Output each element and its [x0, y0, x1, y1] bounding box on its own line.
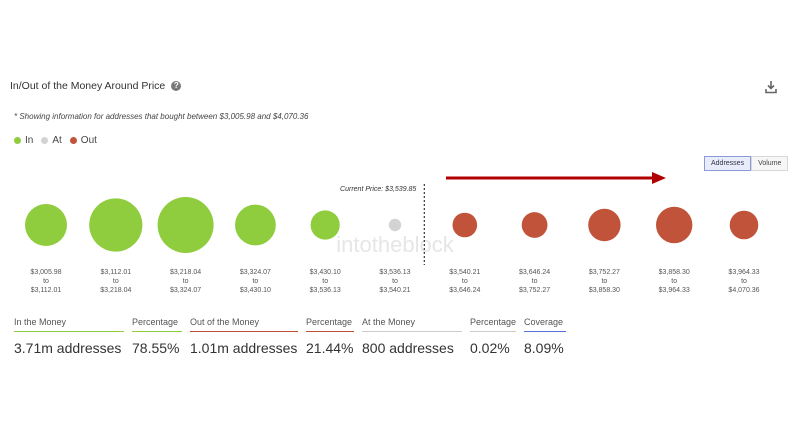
tick-label-to-word: to [462, 278, 468, 285]
legend-out-label: Out [80, 135, 97, 146]
stat-value: 0.02% [470, 340, 510, 356]
tick-label-to: $3,536.13 [310, 287, 341, 294]
bubble-out[interactable] [588, 208, 621, 242]
tick-label-to: $3,752.27 [519, 287, 550, 294]
bubble-in[interactable] [89, 198, 143, 252]
bubble-in[interactable] [310, 210, 340, 240]
stat-value: 3.71m addresses [14, 340, 122, 356]
current-price-label: Current Price: $3,539.85 [340, 186, 416, 193]
stat-label: Coverage [524, 317, 566, 332]
arrow-head [652, 172, 666, 184]
legend-item-in[interactable]: In [14, 135, 33, 146]
legend-at-swatch [41, 137, 49, 144]
tick-label-from: $3,646.24 [519, 269, 550, 276]
stat-in-the-money: In the Money 3.71m addresses [14, 317, 124, 356]
stat-label: At the Money [362, 317, 462, 332]
legend-item-out[interactable]: Out [69, 135, 97, 146]
tick-label-to: $3,540.21 [379, 287, 410, 294]
tick-label-to-word: to [43, 278, 49, 285]
tick-label-from: $3,430.10 [310, 269, 341, 276]
stat-at-the-money: At the Money 800 addresses [362, 317, 462, 356]
tick-label-to-word: to [741, 278, 747, 285]
tick-label-to: $3,430.10 [240, 287, 271, 294]
tick-label-to-word: to [113, 278, 119, 285]
question-icon[interactable]: ? [171, 81, 182, 91]
right-arrow-icon [446, 172, 666, 184]
legend: In At Out [14, 135, 97, 146]
chart-title: In/Out of the Money Around Price ? [10, 80, 182, 92]
tick-label-to: $3,964.33 [659, 287, 690, 294]
stat-label: Percentage [132, 317, 182, 332]
tick-label-from: $3,540.21 [449, 269, 480, 276]
stat-value: 1.01m addresses [190, 340, 298, 356]
tick-label-to: $3,218.04 [100, 287, 131, 294]
tick-label-from: $3,964.33 [728, 269, 759, 276]
tick-label-from: $3,536.13 [379, 269, 410, 276]
tick-label-from: $3,112.01 [100, 269, 131, 276]
volume-toggle-button[interactable]: Volume [751, 156, 788, 171]
stat-coverage: Coverage 8.09% [524, 317, 566, 356]
tick-label-to-word: to [601, 278, 607, 285]
bubble-out[interactable] [656, 206, 693, 244]
chart-title-text: In/Out of the Money Around Price [10, 80, 166, 92]
tick-label-to: $3,324.07 [170, 287, 201, 294]
tick-label-from: $3,752.27 [589, 269, 620, 276]
stat-label: Percentage [470, 317, 516, 332]
stat-label: Percentage [306, 317, 354, 332]
stat-percentage: Percentage 0.02% [470, 317, 516, 356]
legend-in-label: In [25, 135, 34, 146]
bubble-in[interactable] [25, 204, 67, 246]
tick-label-to: $3,112.01 [31, 287, 62, 294]
bubble-at[interactable] [388, 218, 402, 232]
tick-label-to-word: to [532, 278, 538, 285]
tick-label-to: $3,646.24 [449, 287, 480, 294]
tick-label-from: $3,324.07 [240, 269, 271, 276]
stat-label: Out of the Money [190, 317, 298, 332]
stat-value: 21.44% [306, 340, 354, 356]
bubble-in[interactable] [235, 204, 276, 246]
metric-toggle: Addresses Volume [704, 156, 788, 171]
addresses-toggle-button[interactable]: Addresses [704, 156, 752, 171]
download-icon[interactable] [764, 80, 778, 94]
bubble-out[interactable] [521, 212, 548, 238]
stat-percentage: Percentage 78.55% [132, 317, 182, 356]
tick-label-from: $3,218.04 [170, 269, 201, 276]
legend-in-swatch [14, 137, 21, 144]
stat-value: 78.55% [132, 340, 180, 356]
tick-label-to: $3,858.30 [589, 287, 620, 294]
legend-item-at[interactable]: At [41, 135, 62, 146]
tick-label-to-word: to [252, 278, 258, 285]
bubble-in[interactable] [157, 197, 214, 253]
legend-at-label: At [52, 135, 62, 146]
range-note: * Showing information for addresses that… [14, 112, 309, 121]
stat-out-of-the-money: Out of the Money 1.01m addresses [190, 317, 298, 356]
legend-out-swatch [69, 137, 77, 144]
tick-label-to-word: to [671, 278, 677, 285]
stat-label: In the Money [14, 317, 124, 332]
tick-label-to-word: to [183, 278, 189, 285]
stat-percentage: Percentage 21.44% [306, 317, 354, 356]
tick-label-to: $4,070.36 [728, 287, 759, 294]
tick-label-from: $3,858.30 [659, 269, 690, 276]
watermark-logo: intotheblock [336, 232, 454, 257]
bubble-out[interactable] [452, 212, 478, 238]
tick-label-to-word: to [322, 278, 328, 285]
stat-value: 8.09% [524, 340, 564, 356]
tick-label-to-word: to [392, 278, 398, 285]
bubble-chart: intotheblock $3,005.98 to $3,112.01 $3,112.… [25, 184, 760, 294]
bubble-out[interactable] [729, 210, 759, 240]
tick-label-from: $3,005.98 [30, 269, 61, 276]
stat-value: 800 addresses [362, 340, 454, 356]
